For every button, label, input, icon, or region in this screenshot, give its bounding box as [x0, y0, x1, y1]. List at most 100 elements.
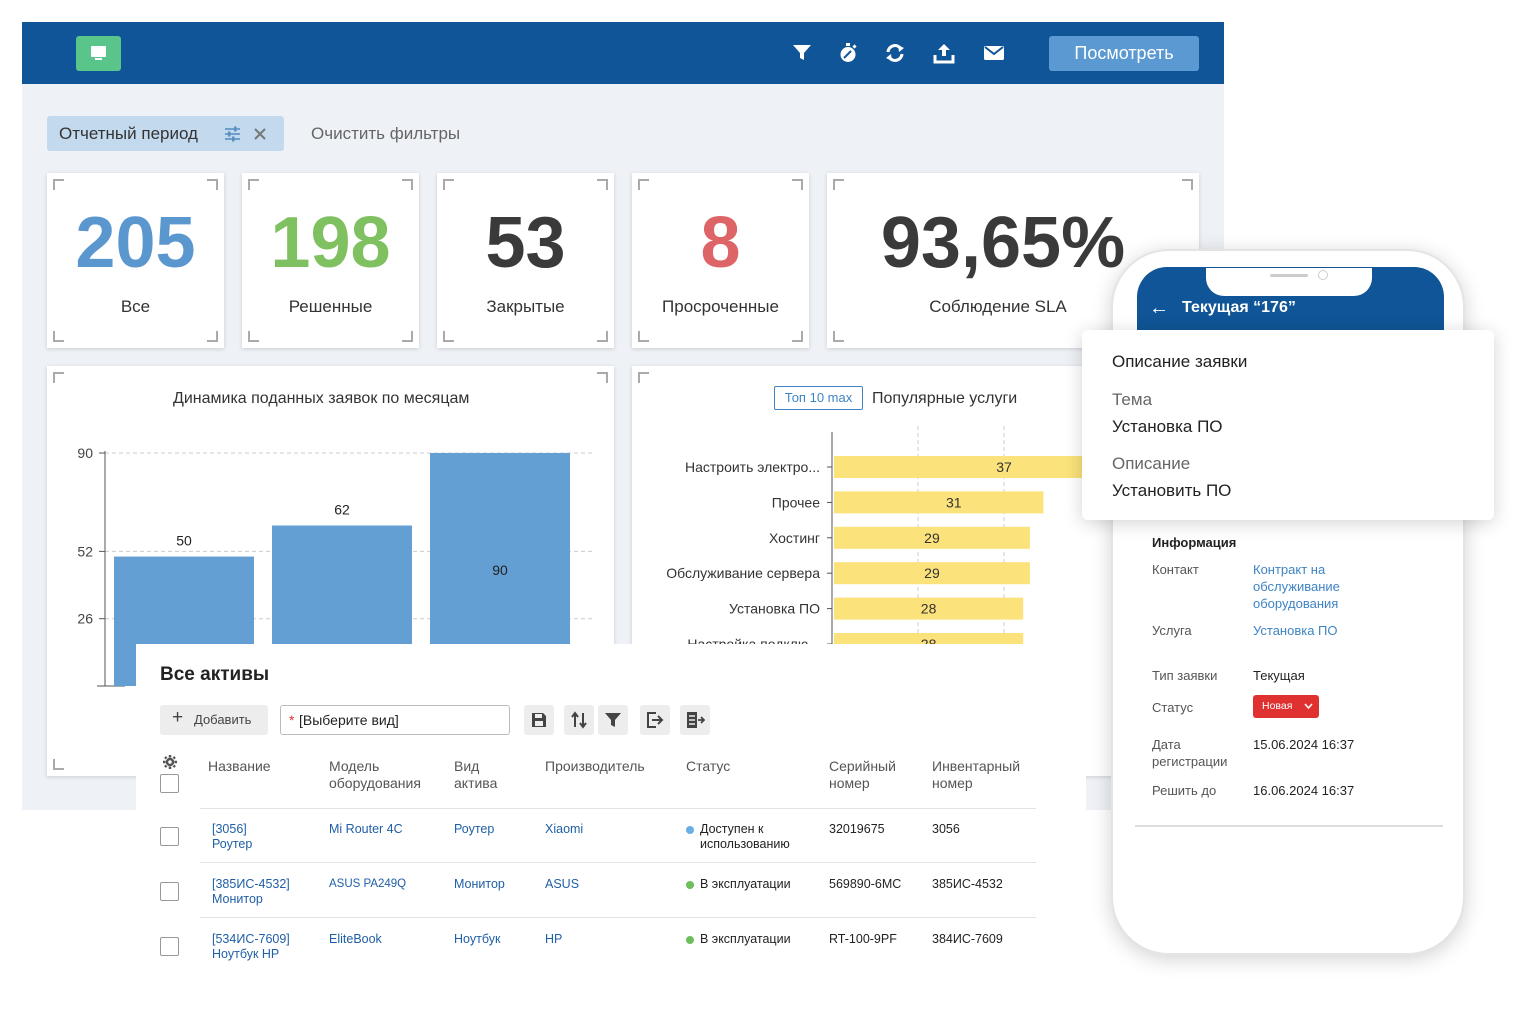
kpi-label: Просроченные — [662, 297, 779, 316]
refresh-icon[interactable] — [884, 42, 906, 64]
asset-serial: 569890-6МС — [829, 877, 902, 891]
asset-vendor-link[interactable]: Xiaomi — [545, 822, 584, 836]
bar-value-label: 62 — [334, 501, 350, 517]
category-label: Установка ПО — [729, 601, 820, 617]
filter-button[interactable] — [598, 705, 628, 735]
row-divider — [200, 917, 1036, 918]
bar[interactable] — [834, 491, 1044, 514]
bar[interactable] — [834, 562, 1030, 585]
upload-icon[interactable] — [933, 42, 955, 64]
header-divider — [200, 808, 1036, 809]
kpi-value: 8 — [700, 203, 741, 283]
asset-vendor-link[interactable]: HP — [545, 932, 563, 946]
due-label: Решить до — [1152, 783, 1217, 798]
kpi-label: Все — [120, 297, 151, 316]
asset-name-link[interactable]: [3056] Роутер — [212, 822, 253, 851]
service-link[interactable]: Установка ПО — [1253, 623, 1338, 638]
view-select-value: [Выберите вид] — [299, 712, 399, 728]
plus-icon: + — [172, 707, 184, 728]
column-header-name[interactable]: Название — [208, 758, 271, 774]
add-button[interactable]: + Добавить — [160, 705, 268, 735]
chart-title: Динамика поданных заявок по месяцам — [173, 390, 470, 407]
sliders-icon[interactable] — [224, 126, 241, 142]
y-tick-label: 26 — [77, 611, 93, 627]
bar[interactable] — [834, 456, 1084, 478]
close-icon[interactable] — [254, 128, 266, 140]
status-dot — [686, 936, 694, 944]
period-filter-chip[interactable]: Отчетный период — [47, 116, 284, 151]
asset-kind-link[interactable]: Роутер — [454, 822, 495, 836]
status-dot — [686, 881, 694, 889]
export-icon — [647, 712, 664, 728]
save-button[interactable] — [524, 705, 554, 735]
row-checkbox[interactable] — [160, 937, 179, 956]
stopwatch-icon[interactable] — [837, 42, 859, 64]
phone-divider — [1135, 825, 1443, 827]
asset-name-link[interactable]: [385ИС-4532] Монитор — [212, 877, 290, 906]
column-header-model[interactable]: Модель оборудования — [329, 758, 421, 791]
column-header-kind[interactable]: Вид актива — [454, 758, 498, 791]
back-arrow-icon[interactable]: ← — [1149, 297, 1169, 319]
category-label: Прочее — [772, 494, 820, 510]
asset-kind-link[interactable]: Ноутбук — [454, 932, 501, 946]
assets-title: Все активы — [160, 664, 270, 685]
bar-value-label: 31 — [946, 494, 962, 510]
description-label: Описание — [1112, 454, 1191, 473]
description-value: Установить ПО — [1112, 481, 1232, 500]
kpi-card-overdue: 8 Просроченные — [632, 173, 809, 348]
columns-button[interactable] — [680, 705, 710, 735]
phone-notch — [1206, 268, 1372, 296]
asset-model-link[interactable]: ASUS PA249Q — [329, 878, 407, 890]
bar-value-label: 28 — [921, 601, 937, 617]
status-text: В эксплуатации — [700, 932, 791, 946]
kpi-value: 205 — [75, 203, 196, 283]
view-button[interactable]: Посмотреть — [1049, 36, 1199, 71]
row-checkbox[interactable] — [160, 882, 179, 901]
topic-value: Установка ПО — [1112, 417, 1223, 436]
type-label: Тип заявки — [1152, 668, 1218, 683]
top10-badge[interactable]: Топ 10 max — [774, 386, 863, 410]
contact-label: Контакт — [1152, 562, 1199, 577]
view-select[interactable]: * [Выберите вид] — [280, 705, 510, 735]
row-divider — [200, 862, 1036, 863]
row-checkbox[interactable] — [160, 827, 179, 846]
monitor-logo-icon[interactable] — [76, 36, 121, 71]
save-icon — [532, 713, 546, 727]
chevron-down-icon — [1304, 703, 1313, 709]
bar-value-label: 90 — [492, 562, 508, 578]
sort-button[interactable] — [564, 705, 594, 735]
clear-filters-link[interactable]: Очистить фильтры — [311, 124, 461, 143]
asset-kind-link[interactable]: Монитор — [454, 877, 505, 891]
kpi-label: Закрытые — [486, 297, 565, 316]
bar-value-label: 50 — [176, 533, 192, 549]
mail-icon[interactable] — [983, 42, 1005, 64]
category-label: Настроить электро... — [685, 459, 820, 475]
status-label: Статус — [1152, 700, 1194, 715]
column-header-serial[interactable]: Серийный номер — [829, 758, 896, 791]
service-label: Услуга — [1152, 623, 1192, 638]
columns-icon — [687, 712, 705, 728]
status-dropdown[interactable]: Новая — [1253, 695, 1319, 718]
status-dropdown-value: Новая — [1262, 700, 1293, 712]
bar[interactable] — [834, 597, 1024, 620]
asset-model-link[interactable]: Mi Router 4C — [329, 822, 403, 836]
add-button-label: Добавить — [194, 712, 252, 727]
select-all-checkbox[interactable] — [160, 774, 179, 793]
column-header-inventory[interactable]: Инвентарный номер — [932, 758, 1021, 791]
kpi-label: Соблюдение SLA — [929, 297, 1067, 316]
contact-link[interactable]: Контракт на обслуживание оборудования — [1253, 562, 1340, 611]
asset-inventory: 3056 — [932, 822, 960, 836]
gear-icon[interactable] — [162, 754, 178, 770]
asset-model-link[interactable]: EliteBook — [329, 932, 382, 946]
bar-value-label: 29 — [924, 565, 940, 581]
bar[interactable] — [834, 526, 1030, 549]
asset-vendor-link[interactable]: ASUS — [545, 877, 580, 891]
column-header-status[interactable]: Статус — [686, 758, 731, 774]
kpi-card-solved: 198 Решенные — [242, 173, 419, 348]
asset-name-link[interactable]: [534ИС-7609] Ноутбук HP — [212, 932, 290, 961]
column-header-vendor[interactable]: Производитель — [545, 758, 645, 774]
y-tick-label: 52 — [77, 543, 93, 559]
export-button[interactable] — [640, 705, 670, 735]
filter-icon[interactable] — [791, 42, 813, 64]
asset-serial: RT-100-9PF — [829, 932, 897, 946]
